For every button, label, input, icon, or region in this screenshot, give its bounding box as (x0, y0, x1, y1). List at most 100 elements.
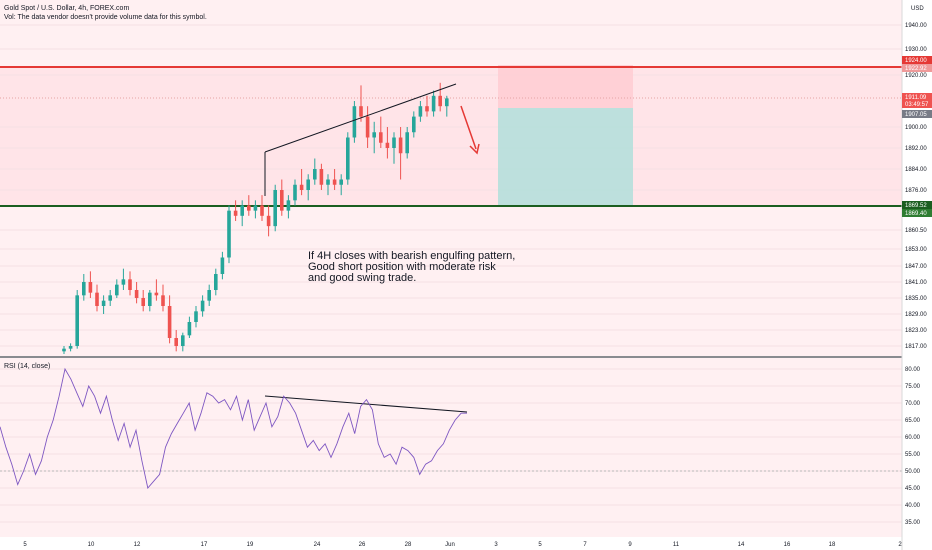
candle-body (352, 106, 357, 138)
rsi-indicator (0, 367, 467, 489)
price-tick-label: 1900.00 (905, 125, 927, 131)
candle-body (286, 200, 291, 211)
resistance-price-badge-text: 1924.00 (905, 58, 927, 64)
price-trendline (264, 83, 457, 153)
rsi-legend[interactable]: RSI (14, close) (4, 363, 51, 370)
candle-body (293, 184, 297, 201)
price-tick-label: 1817.00 (905, 344, 927, 350)
price-tick-label: 1920.00 (905, 73, 927, 79)
rsi-line (0, 367, 467, 489)
time-tick-label: 19 (247, 542, 254, 548)
candle-body (247, 205, 251, 211)
support-price-badge (902, 201, 932, 209)
candle-body (161, 295, 165, 306)
candle-body (253, 205, 258, 211)
candle-body (266, 215, 271, 227)
candle-body (240, 205, 244, 216)
price-tick-label: 1884.00 (905, 167, 927, 173)
time-tick-label: 16 (784, 542, 791, 548)
candle-body (220, 257, 225, 274)
price-tick-label: 1829.00 (905, 312, 927, 318)
support-price-badge-text: 1869.52 (905, 203, 927, 209)
candle-body (141, 298, 145, 306)
rsi-tick-label: 50.00 (905, 469, 921, 475)
annotation-line: and good swing trade. (308, 272, 417, 284)
time-tick-label: 28 (405, 542, 412, 548)
rsi-tick-label: 40.00 (905, 503, 921, 509)
candle-body (332, 179, 337, 185)
candle-body (260, 205, 264, 216)
price-tick-label: 1823.00 (905, 328, 927, 334)
candle-body (187, 322, 192, 336)
candle-body (95, 292, 99, 306)
candle-body (121, 279, 126, 285)
candlestick-series (62, 82, 449, 355)
rsi-tick-label: 60.00 (905, 435, 921, 441)
candle-body (233, 210, 238, 216)
candle-body (339, 179, 343, 185)
time-tick-label: 3 (494, 542, 498, 548)
candle-body (319, 169, 324, 185)
resistance-price-badge-2 (902, 64, 932, 72)
stop-loss-zone (498, 65, 633, 108)
price-axes[interactable]: USD1940.001930.001920.001900.001892.0018… (23, 0, 927, 550)
time-tick-label: 5 (538, 542, 542, 548)
candle-body (128, 279, 132, 290)
range-zone (0, 67, 902, 206)
down-arrow-head (469, 143, 480, 155)
candle-body (200, 300, 205, 312)
drawing-tools[interactable] (264, 83, 480, 413)
time-tick-label: 12 (134, 542, 141, 548)
rsi-tick-label: 45.00 (905, 486, 921, 492)
support-price-badge-2-text: 1869.40 (905, 211, 927, 217)
grid-lines (0, 24, 902, 523)
position-tool[interactable] (498, 65, 633, 206)
price-tick-label: 1860.50 (905, 228, 927, 234)
rsi-tick-label: 80.00 (905, 367, 921, 373)
candle-body (68, 346, 73, 349)
candle-body (299, 184, 304, 190)
candle-body (438, 95, 442, 107)
candle-body (207, 290, 211, 301)
rsi-tick-label: 75.00 (905, 384, 921, 390)
candle-body (425, 106, 429, 112)
symbol-title[interactable]: Gold Spot / U.S. Dollar, 4h, FOREX.com (4, 5, 130, 12)
currency-label: USD (911, 6, 924, 12)
candle-body (134, 290, 139, 298)
axis-background (902, 0, 932, 550)
horizontal-levels[interactable] (0, 66, 902, 207)
candle-body (326, 179, 330, 185)
candle-body (372, 132, 376, 138)
candle-body (148, 292, 152, 306)
candle-body (398, 137, 403, 154)
time-tick-label: 9 (628, 542, 632, 548)
time-tick-label: 2 (898, 542, 902, 548)
candle-body (418, 106, 423, 117)
price-tick-label: 1940.00 (905, 23, 927, 29)
support-price-badge-2 (902, 209, 932, 217)
rsi-pane-background (0, 358, 902, 537)
take-profit-zone (498, 108, 633, 206)
candle-body (313, 169, 317, 180)
candle-body (82, 282, 86, 296)
position-entry-badge (902, 110, 932, 118)
time-tick-label: 18 (829, 542, 836, 548)
time-tick-label: 11 (673, 542, 680, 548)
price-tick-label: 1847.00 (905, 264, 927, 270)
price-tick-label: 1853.00 (905, 247, 927, 253)
candle-body (167, 306, 172, 338)
candle-body (405, 132, 409, 154)
candle-body (181, 335, 185, 346)
candle-body (227, 210, 231, 258)
candle-body (346, 137, 350, 180)
rsi-tick-label: 65.00 (905, 418, 921, 424)
time-tick-label: 17 (201, 542, 208, 548)
candle-body (154, 292, 159, 296)
time-tick-label: 14 (738, 542, 745, 548)
last-price-badge (902, 93, 932, 108)
candle-body (306, 179, 310, 190)
text-annotation[interactable]: If 4H closes with bearish engulfing patt… (308, 251, 515, 284)
resistance-price-badge (902, 56, 932, 64)
